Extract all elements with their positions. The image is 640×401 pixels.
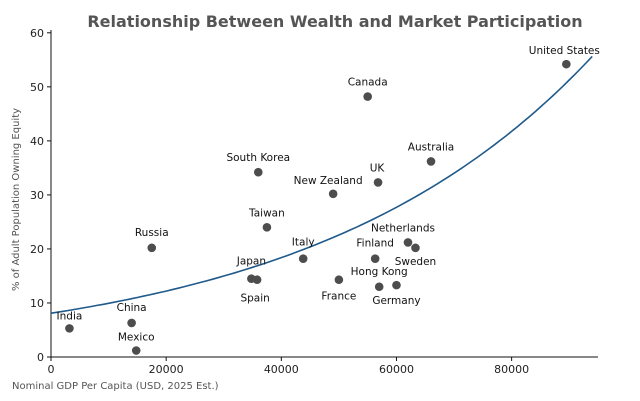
data-label-china: China (117, 302, 147, 314)
data-label-hong-kong: Hong Kong (351, 266, 408, 278)
data-label-germany: Germany (372, 295, 420, 307)
data-label-south-korea: South Korea (226, 152, 290, 164)
data-point-new-zealand (328, 189, 338, 199)
data-point-taiwan (262, 223, 272, 232)
y-tick-label: 50 (30, 81, 44, 94)
y-tick-label: 30 (30, 189, 44, 202)
data-point-hong-kong (374, 282, 384, 292)
data-label-france: France (321, 291, 356, 303)
data-point-sweden (411, 243, 420, 253)
y-tick-label: 40 (30, 135, 44, 148)
data-label-india: India (57, 310, 83, 322)
data-point-uk (373, 178, 383, 187)
data-label-italy: Italy (292, 237, 315, 249)
y-tick-label: 10 (30, 297, 44, 310)
data-label-uk: UK (370, 162, 386, 174)
data-point-china (127, 318, 136, 328)
data-label-finland: Finland (356, 238, 394, 250)
data-label-australia: Australia (408, 141, 454, 153)
data-point-united-states (562, 59, 571, 69)
data-label-japan: Japan (236, 256, 266, 268)
data-point-germany (392, 280, 401, 290)
data-label-russia: Russia (135, 227, 169, 239)
data-point-australia (426, 157, 436, 166)
data-point-finland (370, 254, 380, 263)
x-tick-label: 60000 (379, 363, 414, 376)
data-point-canada (363, 92, 372, 101)
data-point-mexico (131, 346, 141, 355)
y-tick-label: 60 (30, 27, 44, 40)
data-point-india (65, 324, 74, 333)
chart-title: Relationship Between Wealth and Market P… (87, 12, 583, 31)
x-axis-title: Nominal GDP Per Capita (USD, 2025 Est.) (12, 381, 219, 392)
y-tick-label: 0 (37, 351, 44, 364)
data-label-netherlands: Netherlands (371, 222, 435, 234)
x-tick-label: 40000 (264, 363, 299, 376)
trendline (50, 55, 593, 314)
data-label-new-zealand: New Zealand (294, 175, 363, 187)
y-axis-title: % of Adult Population Owning Equity (11, 108, 22, 291)
data-label-mexico: Mexico (118, 332, 155, 344)
x-tick-label: 80000 (494, 363, 529, 376)
x-tick-label: 0 (48, 363, 55, 376)
data-label-canada: Canada (348, 77, 388, 89)
data-label-united-states: United States (529, 45, 600, 57)
data-point-france (334, 275, 344, 285)
data-point-russia (147, 243, 157, 253)
data-label-sweden: Sweden (395, 256, 437, 268)
data-point-south-korea (253, 167, 263, 177)
data-label-taiwan: Taiwan (248, 207, 285, 219)
data-point-spain (252, 275, 262, 285)
data-label-spain: Spain (240, 293, 269, 305)
data-point-italy (298, 254, 308, 263)
x-tick-label: 20000 (149, 363, 184, 376)
data-point-netherlands (403, 238, 413, 247)
y-tick-label: 20 (30, 243, 44, 256)
